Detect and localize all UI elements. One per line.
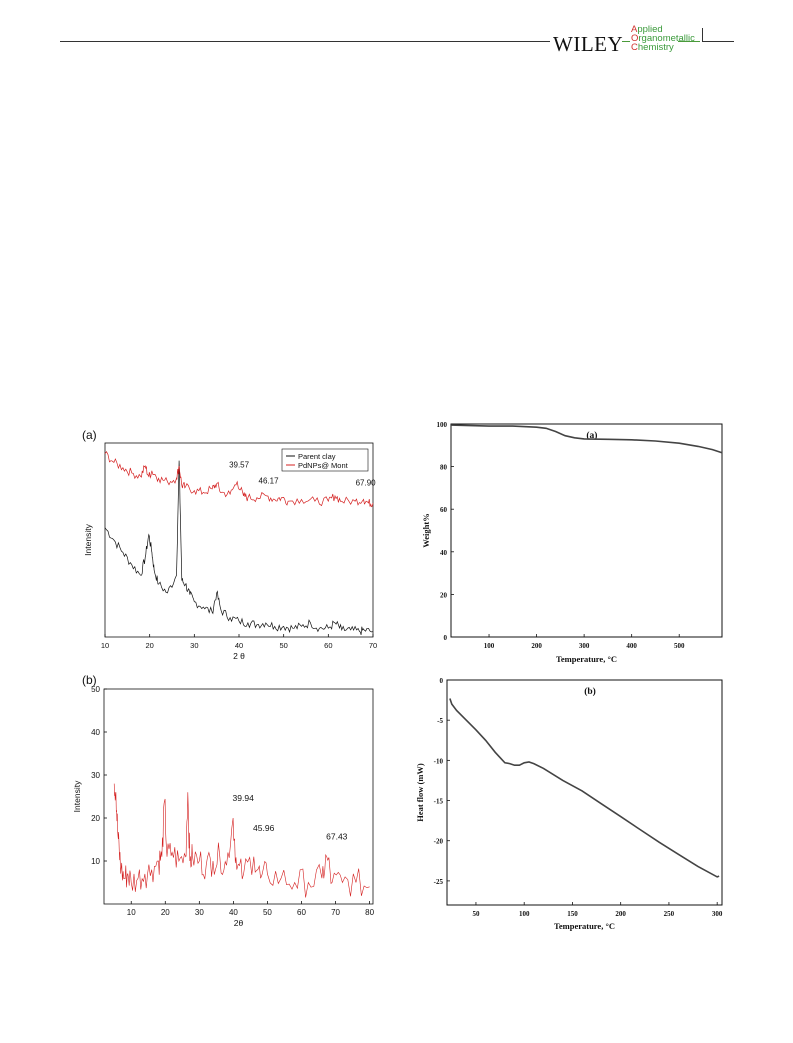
publisher-name: WILEY	[553, 32, 624, 56]
dsc-xtick-label: 250	[664, 910, 675, 918]
xrd-b-frame	[103, 688, 374, 905]
dsc-series-1	[449, 698, 720, 878]
tga-ytick-label: 40	[440, 549, 448, 557]
xrd-a-peak-label: 67.90	[356, 478, 377, 487]
dsc-xlabel: Temperature, °C	[554, 921, 615, 931]
tga-xtick-label: 200	[531, 642, 542, 650]
dsc-ytick-label: -5	[437, 717, 443, 725]
xrd-a-legend-box	[281, 448, 369, 472]
tga-xlabel: Temperature, °C	[556, 654, 617, 664]
header-rule-right	[702, 41, 734, 42]
xrd-a-xtick-label: 60	[324, 641, 332, 650]
tga-ylabel: Weight%	[421, 513, 431, 547]
dsc-ytick-label: -15	[434, 798, 444, 806]
xrd-a-xtick-label: 10	[101, 641, 109, 650]
journal-name: Applied Organometallic Chemistry	[631, 24, 695, 53]
panel-label-a: (a)	[82, 428, 97, 442]
xrd-b-ytick-label: 10	[91, 857, 100, 866]
header-rule	[60, 41, 550, 42]
dsc-ytick-label: -10	[434, 757, 444, 765]
xrd-b-xtick-label: 20	[161, 908, 170, 917]
dsc-xtick-label: 150	[567, 910, 578, 918]
xrd-a-peak-label: 39.57	[229, 461, 250, 470]
xrd-a-peak-label: 46.17	[259, 477, 280, 486]
xrd-a-xtick-label: 40	[235, 641, 243, 650]
xrd-b-peak-label: 39.94	[233, 793, 255, 803]
panel-label-b: (b)	[82, 673, 97, 687]
xrd-a-xlabel: 2 θ	[233, 651, 245, 661]
tga-ytick-label: 0	[444, 634, 448, 642]
xrd-b-ytick-label: 50	[91, 685, 100, 694]
xrd-a-legend-label: PdNPs@ Mont	[298, 461, 349, 470]
tga-ytick-label: 80	[440, 464, 448, 472]
dsc-ylabel: Heat flow (mW)	[415, 763, 425, 822]
xrd-b-xtick-label: 60	[297, 908, 306, 917]
tga-frame	[450, 423, 723, 638]
tga-xtick-label: 100	[484, 642, 495, 650]
xrd-b-series-1	[113, 783, 370, 898]
xrd-b-ylabel: Intensity	[72, 780, 82, 812]
xrd-a-series-2	[104, 451, 374, 508]
dsc-ytick-label: -25	[434, 878, 444, 886]
xrd-b-xlabel: 2θ	[234, 918, 244, 928]
xrd-a-xtick-label: 70	[369, 641, 377, 650]
tga-xtick-label: 400	[626, 642, 637, 650]
dsc-xtick-label: 100	[519, 910, 530, 918]
xrd-b-ytick-label: 30	[91, 771, 100, 780]
journal-line-1: Applied	[631, 24, 663, 35]
tga-series-1	[450, 424, 723, 454]
xrd-b-xtick-label: 40	[229, 908, 238, 917]
xrd-a-xtick-label: 50	[279, 641, 287, 650]
tga-ytick-label: 20	[440, 591, 448, 599]
dsc-xtick-label: 300	[712, 910, 723, 918]
xrd-b-xtick-label: 70	[331, 908, 340, 917]
xrd-b-xtick-label: 80	[365, 908, 374, 917]
xrd-b-peak-label: 45.96	[253, 823, 275, 833]
dsc-ytick-label: -20	[434, 838, 444, 846]
xrd-b-xtick-label: 50	[263, 908, 272, 917]
xrd-a-xtick-label: 30	[190, 641, 198, 650]
tga-xtick-label: 300	[579, 642, 590, 650]
tga-ytick-label: 60	[440, 506, 448, 514]
xrd-b-peak-label: 67.43	[326, 832, 348, 842]
dsc-xtick-label: 200	[615, 910, 626, 918]
dsc-ytick-label: 0	[440, 677, 444, 685]
xrd-a-legend-label: Parent clay	[298, 452, 336, 461]
xrd-b-xtick-label: 30	[195, 908, 204, 917]
xrd-b-ytick-label: 40	[91, 728, 100, 737]
tga-ytick-label: 100	[437, 421, 448, 429]
xrd-b-xtick-label: 10	[127, 908, 136, 917]
logo-divider-2	[678, 41, 700, 42]
dsc-frame	[446, 679, 723, 906]
xrd-a-series-1	[104, 460, 374, 635]
journal-line-3: Chemistry	[631, 42, 674, 53]
xrd-a-frame	[104, 442, 374, 638]
xrd-b-ytick-label: 20	[91, 814, 100, 823]
dsc-xtick-label: 50	[472, 910, 480, 918]
page-tick	[702, 28, 703, 41]
dsc-title: (b)	[584, 686, 596, 697]
xrd-a-ylabel: Intensity	[83, 523, 93, 555]
logo-divider	[622, 41, 630, 42]
xrd-a-xtick-label: 20	[145, 641, 153, 650]
tga-xtick-label: 500	[674, 642, 685, 650]
journal-line-2: Organometallic	[631, 33, 695, 44]
tga-title: (a)	[586, 430, 597, 441]
